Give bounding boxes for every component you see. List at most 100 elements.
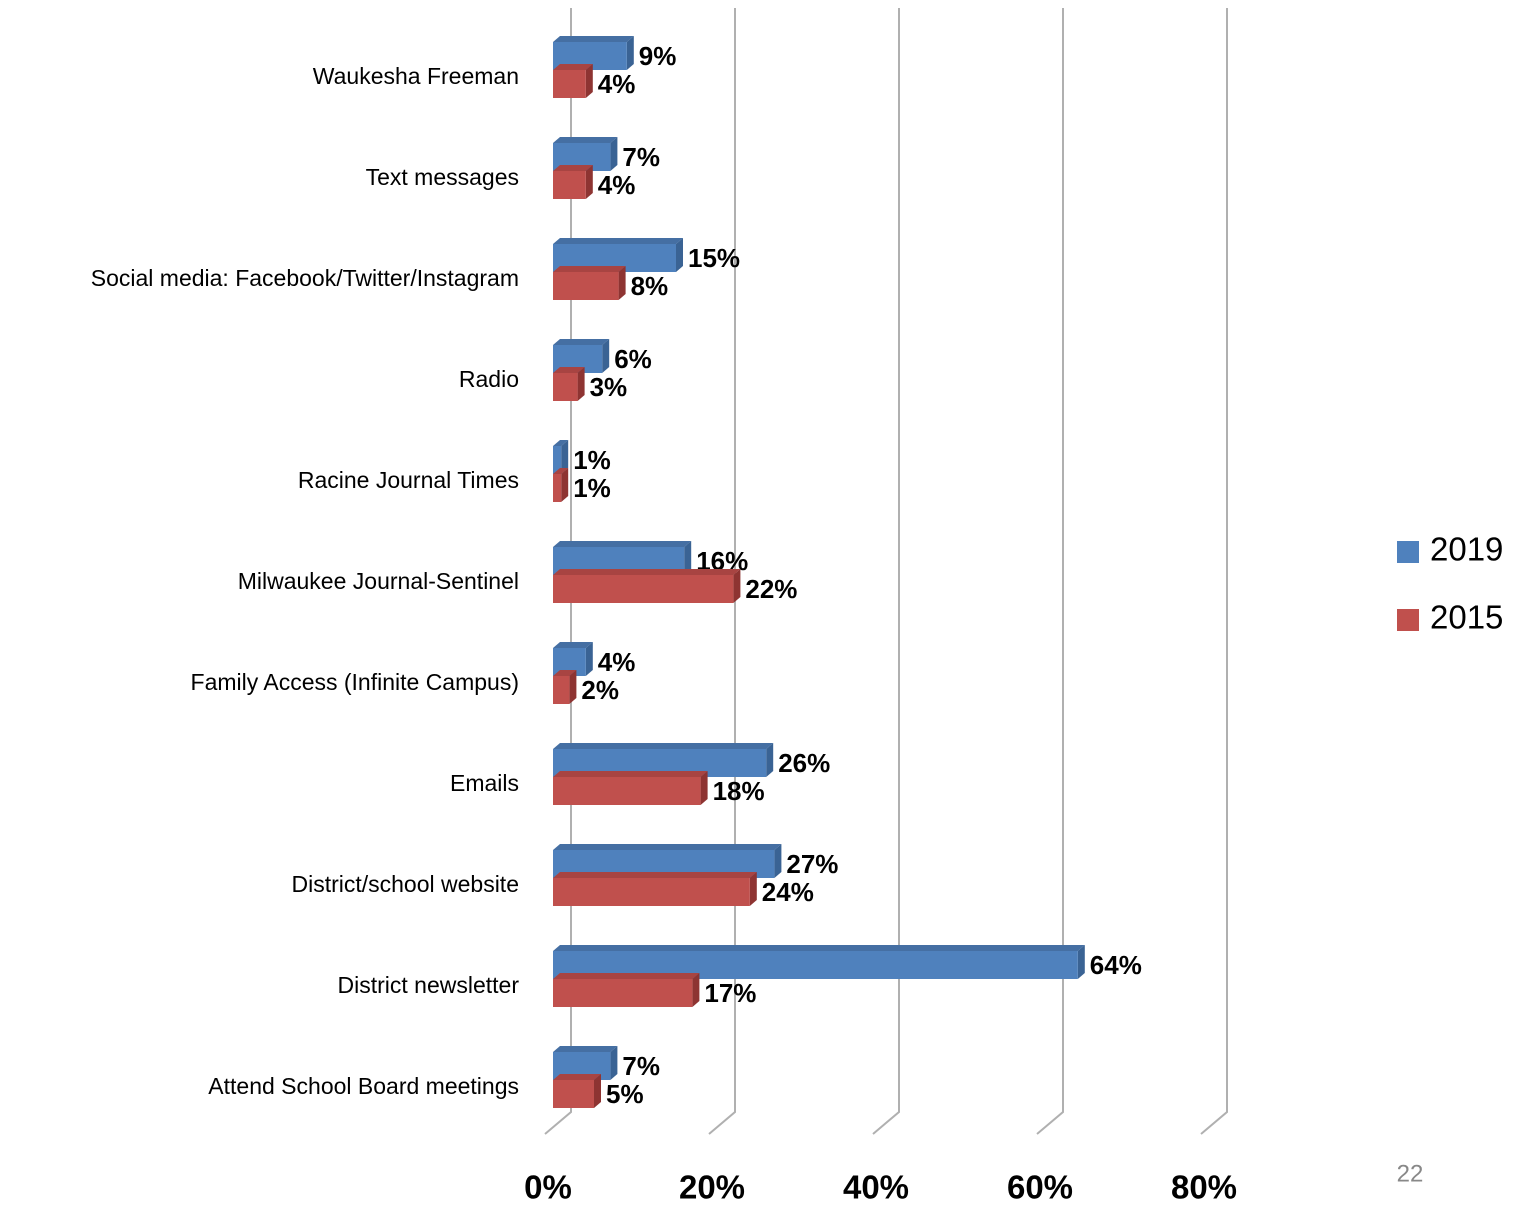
x-tick-label: 20% [679, 1169, 745, 1206]
bar [553, 575, 734, 603]
bar-top [553, 973, 700, 979]
category-label: Racine Journal Times [298, 467, 519, 493]
bar-top [553, 945, 1085, 951]
bar-top [553, 440, 569, 446]
bar-top [553, 367, 585, 373]
bar-side [774, 844, 782, 878]
value-label: 7% [622, 142, 660, 172]
bar-side [692, 973, 700, 1007]
bar-side [585, 64, 593, 98]
page-number: 22 [1397, 1160, 1424, 1187]
value-label: 7% [622, 1051, 660, 1081]
bar-side [700, 771, 708, 805]
category-label: Social media: Facebook/Twitter/Instagram [91, 265, 519, 291]
bar-top [553, 266, 626, 272]
value-label: 2% [581, 675, 619, 705]
bar-top [553, 1074, 601, 1080]
value-label: 1% [573, 445, 611, 475]
value-label: 26% [778, 748, 830, 778]
bar [553, 474, 562, 502]
bar-top [553, 642, 593, 648]
bar [553, 446, 562, 474]
bar [553, 878, 750, 906]
bar [553, 373, 578, 401]
grid-line [872, 8, 900, 1135]
category-label: District newsletter [338, 972, 520, 998]
category-label: Milwaukee Journal-Sentinel [238, 568, 519, 594]
bar-side [577, 367, 585, 401]
bar-top [553, 1046, 618, 1052]
value-label: 1% [573, 473, 611, 503]
bar-side [602, 339, 610, 373]
bar-top [553, 569, 741, 575]
legend-label: 2019 [1430, 531, 1503, 568]
bar-top [553, 165, 593, 171]
bar-top [553, 36, 634, 42]
value-label: 17% [704, 978, 756, 1008]
bar-side [610, 1046, 618, 1080]
bar-side [676, 238, 683, 272]
bar-side [569, 670, 577, 704]
value-label: 4% [598, 170, 636, 200]
x-tick-label: 40% [843, 1169, 909, 1206]
bar [553, 676, 570, 704]
bar-top [553, 743, 774, 749]
bar-side [618, 266, 626, 300]
bar [553, 777, 701, 805]
category-label: Family Access (Infinite Campus) [191, 669, 519, 695]
bar-side [561, 440, 569, 474]
legend-swatch [1397, 541, 1419, 563]
bar-side [749, 872, 757, 906]
x-tick-label: 0% [524, 1169, 572, 1206]
category-label: Waukesha Freeman [313, 63, 519, 89]
value-label: 4% [598, 69, 636, 99]
bar-top [553, 872, 757, 878]
value-label: 5% [606, 1079, 644, 1109]
value-label: 22% [745, 574, 797, 604]
bar [553, 171, 586, 199]
category-label: Radio [459, 366, 519, 392]
bar-top [553, 541, 692, 547]
value-label: 18% [713, 776, 765, 806]
grid-line [1036, 8, 1064, 1135]
bar-side [561, 468, 569, 502]
category-label: District/school website [291, 871, 519, 897]
value-label: 3% [590, 372, 628, 402]
bar [553, 979, 693, 1007]
bar-side [585, 165, 593, 199]
bar-top [553, 771, 708, 777]
legend-swatch [1397, 609, 1419, 631]
bar-side [733, 569, 741, 603]
bar-top [553, 468, 569, 474]
category-label: Text messages [366, 164, 519, 190]
legend-label: 2015 [1430, 599, 1503, 636]
bar-top [553, 137, 618, 143]
value-label: 64% [1090, 950, 1142, 980]
grid-line [708, 8, 736, 1135]
bar-top [553, 64, 593, 70]
bar-side [684, 541, 692, 575]
bar-side [766, 743, 774, 777]
bar-side [594, 1074, 601, 1108]
value-label: 4% [598, 647, 636, 677]
category-label: Emails [450, 770, 519, 796]
value-label: 27% [786, 849, 838, 879]
x-tick-label: 80% [1171, 1169, 1237, 1206]
value-label: 6% [614, 344, 652, 374]
bar [553, 1080, 594, 1108]
category-label: Attend School Board meetings [208, 1073, 519, 1099]
value-label: 15% [688, 243, 740, 273]
bar [553, 272, 619, 300]
bar-top [553, 844, 782, 850]
bar-side [585, 642, 593, 676]
value-label: 24% [762, 877, 814, 907]
grid-line [1200, 8, 1228, 1135]
bar-top [553, 670, 577, 676]
bar-side [1077, 945, 1085, 979]
bar-side [626, 36, 634, 70]
x-tick-label: 60% [1007, 1169, 1073, 1206]
bar-top [553, 339, 610, 345]
bar-top [553, 238, 683, 244]
value-label: 8% [631, 271, 669, 301]
